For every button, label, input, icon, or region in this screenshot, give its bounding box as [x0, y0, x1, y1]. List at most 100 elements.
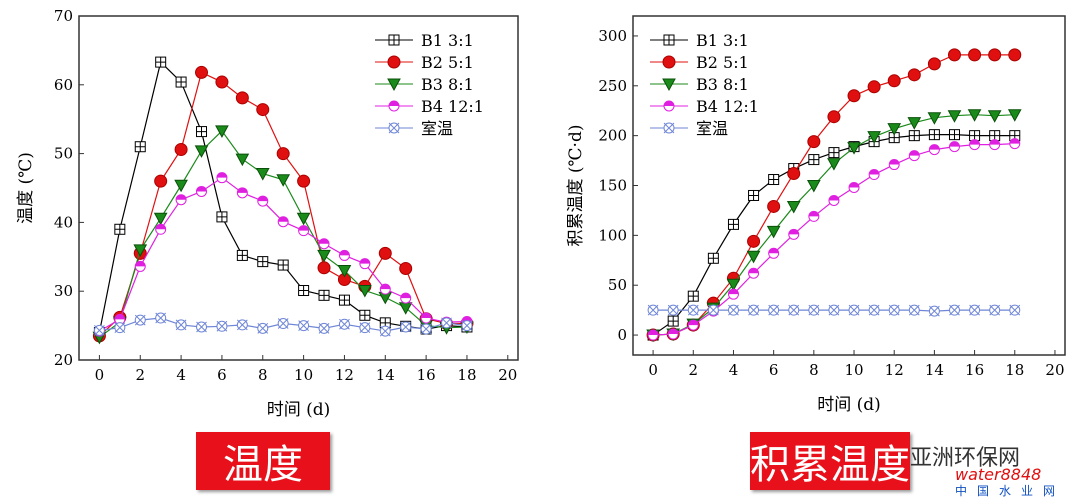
x-tick-label: 10	[844, 361, 863, 379]
marker	[788, 229, 799, 235]
marker	[728, 219, 739, 230]
marker	[907, 68, 921, 82]
marker	[1008, 48, 1022, 62]
y-tick-label: 30	[54, 282, 73, 300]
x-tick-label: 14	[376, 366, 395, 384]
x-tick-label: 10	[294, 366, 313, 384]
x-tick-label: 12	[335, 366, 354, 384]
marker	[949, 129, 960, 140]
marker	[664, 101, 674, 106]
marker	[1007, 109, 1022, 122]
marker	[989, 139, 1000, 145]
marker	[908, 304, 920, 316]
marker	[317, 249, 331, 263]
marker	[195, 65, 209, 79]
legend-label: B3 8:1	[421, 75, 474, 94]
marker	[337, 265, 352, 278]
marker	[319, 238, 330, 244]
y-tick-label: 50	[608, 276, 627, 294]
marker	[828, 304, 840, 316]
legend-label: 室温	[696, 119, 728, 138]
x-tick-label: 20	[1045, 361, 1064, 379]
x-tick-label: 18	[1005, 361, 1024, 379]
marker	[378, 246, 392, 260]
marker	[400, 321, 412, 333]
marker	[387, 55, 401, 69]
marker	[380, 284, 391, 290]
legend-label: B3 8:1	[696, 75, 749, 94]
y-tick-label: 40	[54, 213, 73, 231]
y-tick-label: 250	[598, 77, 627, 95]
series-line	[99, 71, 467, 337]
marker	[194, 145, 209, 158]
marker	[807, 135, 821, 149]
marker	[968, 48, 982, 62]
marker	[317, 261, 331, 275]
series-line	[98, 60, 467, 333]
marker	[278, 216, 289, 222]
marker	[134, 314, 146, 326]
marker	[216, 172, 227, 178]
watermark-name: 亚洲环保网	[910, 446, 1021, 471]
marker	[389, 101, 399, 106]
x-tick-label: 8	[258, 366, 268, 384]
marker	[828, 195, 839, 201]
marker	[929, 305, 940, 317]
marker	[806, 180, 821, 193]
marker	[947, 48, 961, 62]
marker	[235, 91, 249, 105]
marker	[988, 48, 1002, 62]
marker	[318, 322, 330, 334]
marker	[319, 290, 330, 301]
marker	[155, 224, 166, 230]
marker	[688, 291, 699, 302]
series-line	[99, 129, 467, 338]
marker	[668, 316, 679, 327]
marker	[949, 304, 960, 316]
marker	[746, 250, 761, 264]
marker	[196, 126, 207, 137]
legend-label: B2 5:1	[421, 53, 474, 72]
marker	[441, 317, 452, 329]
marker	[276, 174, 291, 187]
marker	[748, 190, 759, 201]
marker	[133, 244, 148, 257]
marker	[907, 117, 922, 130]
marker	[827, 158, 841, 171]
y-tick-label: 100	[598, 226, 627, 244]
marker	[94, 325, 105, 336]
marker	[297, 174, 311, 188]
marker	[969, 139, 980, 145]
marker	[728, 289, 739, 295]
banner-temperature: 温度	[196, 432, 330, 490]
marker	[869, 169, 880, 175]
legend-label: B4 12:1	[421, 97, 484, 116]
marker	[969, 304, 980, 316]
y-tick-label: 60	[54, 76, 73, 94]
marker	[887, 74, 901, 88]
marker	[828, 147, 839, 158]
y-tick-label: 50	[54, 145, 73, 163]
marker	[215, 125, 229, 138]
marker	[888, 304, 900, 316]
marker	[155, 312, 167, 324]
y-tick-label: 150	[598, 177, 627, 195]
x-tick-label: 16	[417, 366, 436, 384]
marker	[768, 174, 779, 185]
watermark-sub: 中国水业网	[955, 484, 1066, 498]
x-tick-label: 2	[689, 361, 699, 379]
marker	[399, 261, 413, 275]
marker	[909, 130, 920, 141]
marker	[708, 253, 719, 264]
y-tick-label: 200	[598, 127, 627, 145]
marker	[667, 304, 679, 316]
x-tick-label: 4	[176, 366, 186, 384]
marker	[867, 80, 881, 94]
marker	[174, 142, 188, 156]
marker	[461, 320, 473, 331]
marker	[339, 318, 350, 330]
y-tick-label: 20	[54, 351, 73, 369]
marker	[296, 212, 311, 226]
x-tick-label: 14	[925, 361, 944, 379]
